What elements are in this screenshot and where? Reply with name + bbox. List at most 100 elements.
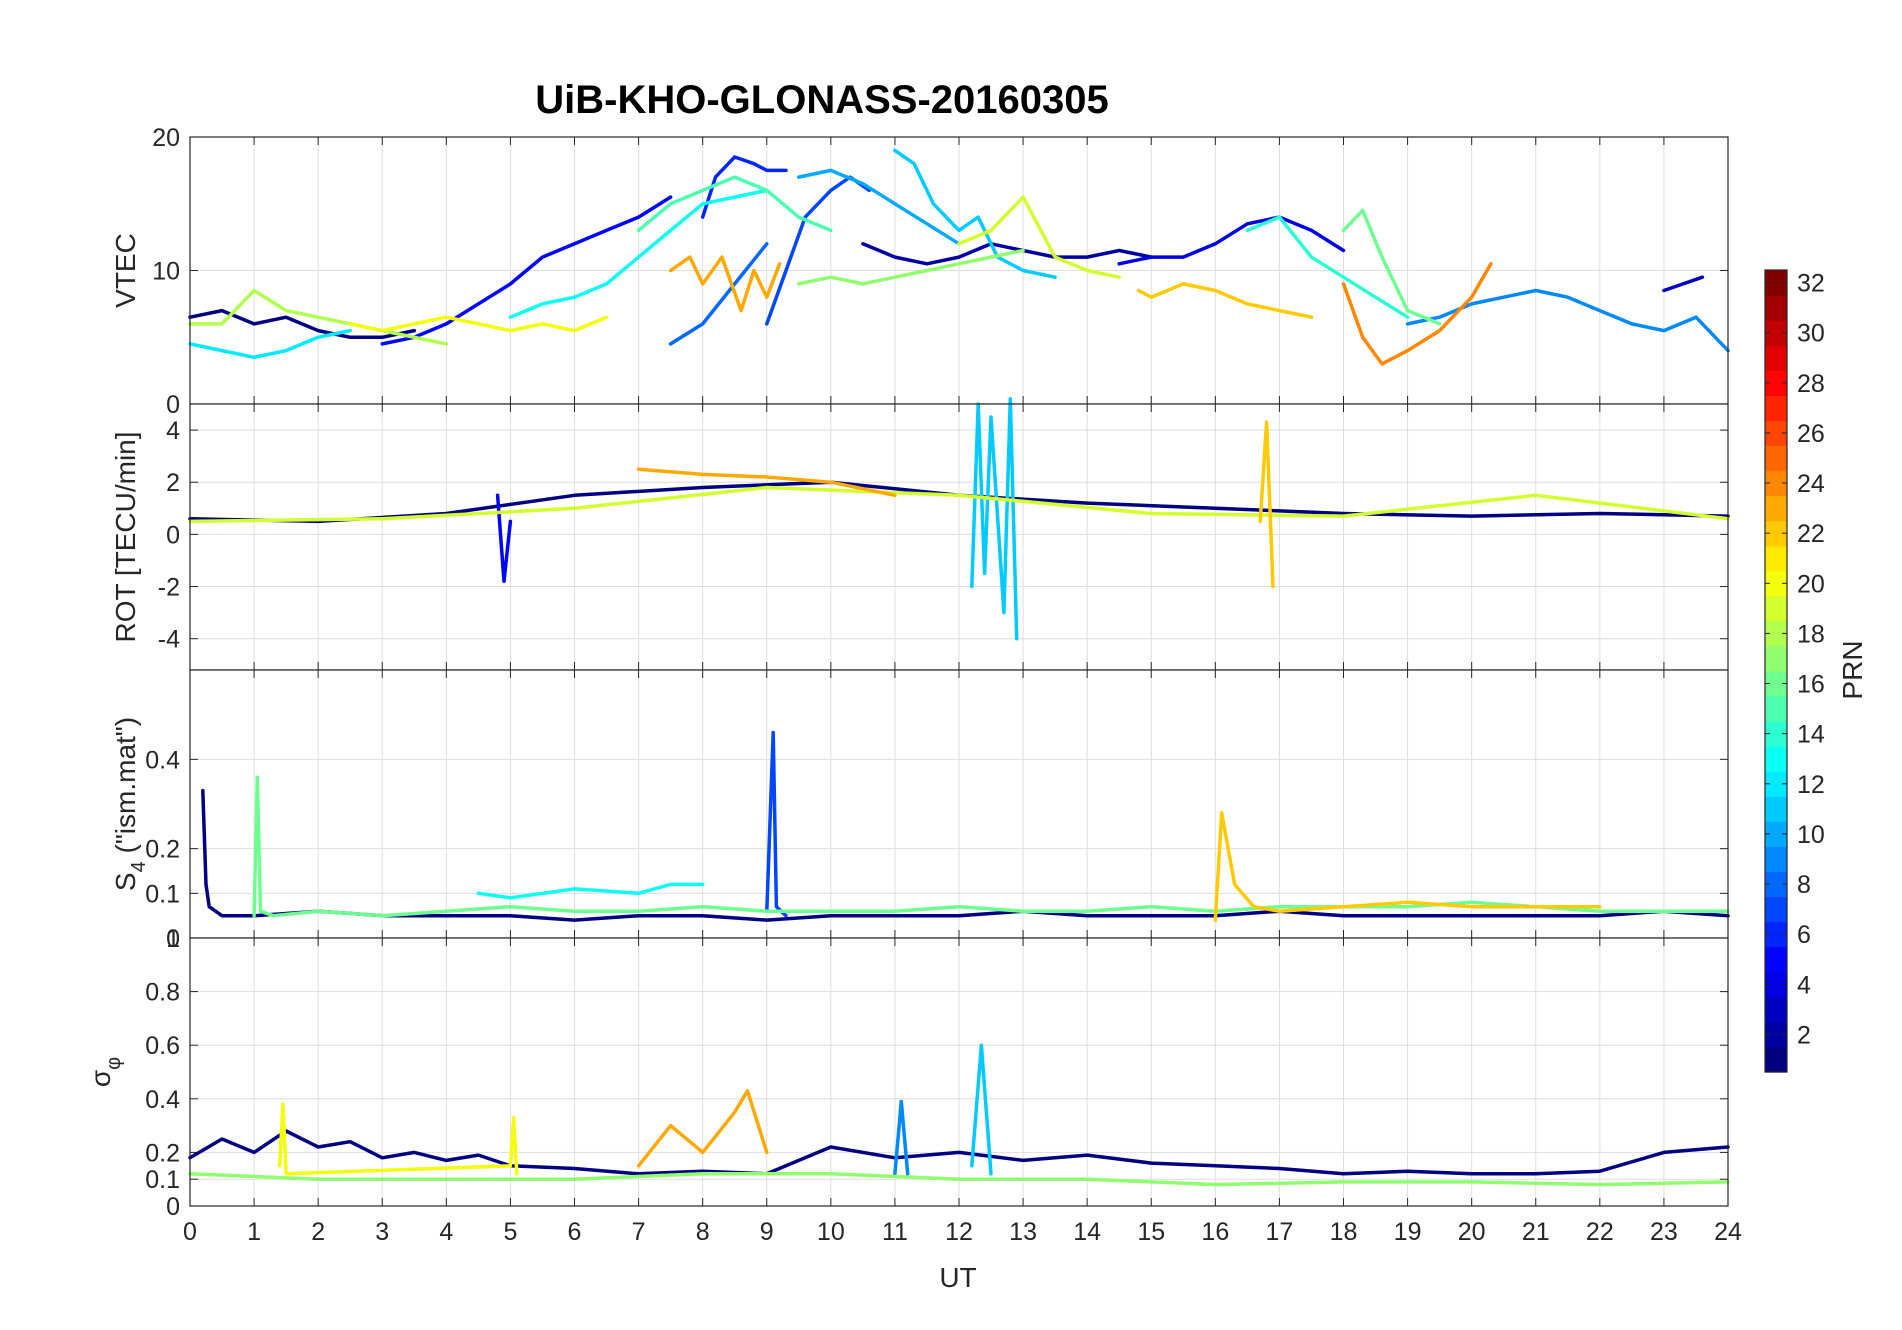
series-prn-15: [636, 175, 833, 233]
x-tick-label: 24: [1714, 1218, 1742, 1246]
colorbar-segment: [1765, 520, 1787, 547]
y-label-rest: ("ism.mat"): [110, 717, 141, 861]
series-prn-12: [188, 328, 352, 360]
colorbar-segment: [1765, 921, 1787, 948]
y-tick-label: 0: [166, 925, 180, 953]
colorbar-tick-label: 6: [1797, 921, 1811, 949]
y-tick-label: -4: [158, 626, 180, 654]
x-tick-label: 21: [1522, 1218, 1550, 1246]
colorbar-segment: [1765, 495, 1787, 522]
series-prn-14: [1245, 215, 1410, 319]
y-tick-label: 0.6: [145, 1032, 180, 1060]
y-tick-label: -2: [158, 574, 180, 602]
panel-vtec: 0 10 20 VTEC: [110, 124, 1730, 419]
series-prn-6: [700, 155, 788, 219]
series-prn-4: [1117, 215, 1346, 266]
colorbar-segment: [1765, 320, 1787, 346]
colorbar-segment: [1765, 595, 1787, 622]
series-prn-18: [188, 288, 449, 346]
y-axis-label-vtec: VTEC: [110, 233, 141, 308]
x-tick-label: 11: [882, 1218, 908, 1246]
x-tick-label: 18: [1330, 1218, 1358, 1246]
x-tick-label: 8: [696, 1218, 710, 1246]
x-tick-label: 20: [1458, 1218, 1486, 1246]
colorbar-tick-label: 8: [1797, 871, 1811, 899]
y-tick-label: 0.4: [145, 746, 180, 774]
colorbar-tick-label: 18: [1797, 620, 1825, 648]
series-prn-23: [636, 467, 897, 498]
colorbar-tick-label: 20: [1797, 570, 1825, 598]
colorbar-tick-label: 22: [1797, 520, 1825, 548]
series-prn-13: [508, 188, 769, 319]
series-prn-1: [188, 1129, 1730, 1176]
y-tick-label: 0: [166, 1193, 180, 1221]
colorbar-segment: [1765, 420, 1787, 447]
x-axis-label: UT: [939, 1262, 976, 1293]
x-tick-label: 4: [439, 1218, 453, 1246]
series-prn-16: [1341, 208, 1442, 326]
series-prn-17: [797, 248, 1025, 286]
series-prn-2: [861, 242, 1154, 266]
x-tick-label: 6: [568, 1218, 582, 1246]
series-prn-22: [1136, 282, 1314, 319]
y-tick-label: 0.1: [145, 880, 180, 908]
y-axis-label-rot: ROT [TECU/min]: [110, 431, 141, 642]
colorbar-segment: [1765, 645, 1787, 672]
plot-frame: [189, 937, 1729, 1207]
colorbar-segment: [1765, 345, 1787, 371]
colorbar-segment: [1765, 796, 1787, 822]
x-tick-label: 23: [1650, 1218, 1678, 1246]
series-prn-5: [495, 493, 513, 584]
colorbar-segment: [1765, 771, 1787, 797]
colorbar-segment: [1765, 545, 1787, 572]
colorbar-segment: [1765, 996, 1787, 1023]
colorbar-segment: [1765, 1046, 1787, 1073]
series-prn-11: [970, 1043, 993, 1176]
y-label-sub: φ: [103, 1057, 125, 1070]
x-tick-label: 12: [945, 1218, 973, 1246]
series-prn-1: [188, 308, 417, 340]
x-tick-label: 14: [1073, 1218, 1101, 1246]
x-tick-label: 17: [1266, 1218, 1294, 1246]
series-prn-19: [188, 485, 1730, 524]
colorbar-segment: [1765, 620, 1787, 647]
y-tick-label: 0.2: [145, 1139, 180, 1167]
series-prn-5: [380, 195, 673, 346]
y-tick-label: 2: [166, 469, 180, 497]
colorbar-tick-label: 32: [1797, 270, 1825, 298]
colorbar-segment: [1765, 871, 1787, 898]
y-tick-label: 0.4: [145, 1086, 180, 1114]
x-tick-label: 10: [817, 1218, 845, 1246]
y-tick-label: 0.2: [145, 836, 180, 864]
colorbar-segment: [1765, 671, 1787, 697]
y-axis-label-s4: S4 ("ism.mat"): [110, 717, 150, 891]
colorbar-segment: [1765, 696, 1787, 722]
panel-rot: -4 -2 0 2 4 ROT [TECU/min]: [110, 397, 1730, 671]
series-prn-13: [476, 882, 705, 900]
colorbar-segment: [1765, 746, 1787, 772]
x-tick-label: 15: [1137, 1218, 1165, 1246]
colorbar-frame: [1764, 269, 1788, 1073]
x-tick-label: 0: [183, 1218, 197, 1246]
chart-title: UiB-KHO-GLONASS-20160305: [535, 78, 1109, 122]
colorbar-segment: [1765, 946, 1787, 973]
series-prn-8: [668, 242, 769, 346]
series-prn-11: [893, 148, 1057, 279]
colorbar-tick-label: 26: [1797, 420, 1825, 448]
x-tick-label: 2: [311, 1218, 325, 1246]
colorbar-segment: [1765, 570, 1787, 597]
colorbar-segment: [1765, 846, 1787, 873]
x-tick-label: 19: [1394, 1218, 1422, 1246]
colorbar-tick-label: 10: [1797, 821, 1825, 849]
x-tick-label: 5: [503, 1218, 517, 1246]
colorbar-label: PRN: [1837, 640, 1868, 699]
panel-s4: 0 0.1 0.2 0.4S4 ("ism.mat"): [110, 669, 1730, 953]
y-tick-label: 4: [166, 417, 180, 445]
series-prn-20: [348, 315, 609, 333]
y-tick-label: 0.1: [145, 1166, 180, 1194]
colorbar-tick-label: 30: [1797, 320, 1825, 348]
